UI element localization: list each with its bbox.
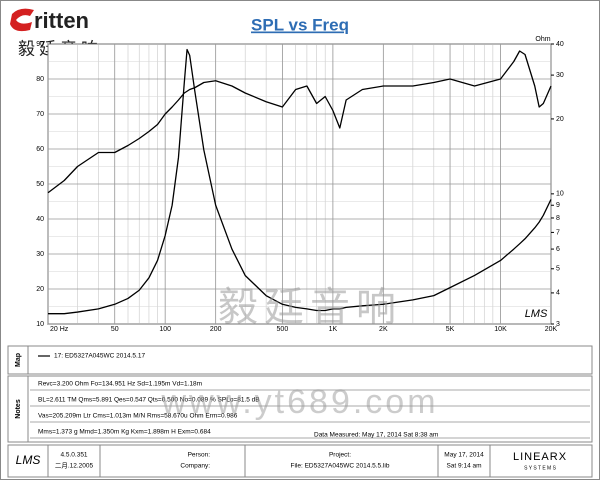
x-tick-label: 20 Hz (50, 326, 69, 333)
note-line: Mms=1.373 g Mmd=1.350m Kg Kxm=1.898m H E… (38, 429, 211, 436)
legend-text: 17: ED5327A045WC 2014.5.17 (54, 353, 145, 360)
y-tick-label: 20 (36, 286, 44, 293)
x-tick-label: 5K (446, 326, 455, 333)
y-tick-label: 80 (36, 76, 44, 83)
build-date: 二月.12.2005 (55, 462, 94, 470)
y-tick-label: 70 (36, 111, 44, 118)
date: May 17, 2014 (444, 452, 484, 459)
y-tick-label: 40 (36, 216, 44, 223)
y2-tick-label: 20 (556, 116, 564, 123)
x-tick-label: 1K (329, 326, 338, 333)
y2-tick-label: 10 (556, 191, 564, 198)
x-tick-label: 50 (111, 326, 119, 333)
y2-tick-label: 30 (556, 72, 564, 79)
y-tick-label: 50 (36, 181, 44, 188)
y2-tick-label: 7 (556, 229, 560, 236)
time: Sat 9:14 am (446, 463, 481, 470)
y-tick-label: 30 (36, 251, 44, 258)
x-tick-label: 2K (379, 326, 388, 333)
brand: LINEARX (513, 451, 567, 463)
y2-tick-label: 40 (556, 41, 564, 48)
brand-sub: S Y S T E M S (524, 465, 557, 471)
watermark-url: www.yt689.com (160, 383, 438, 421)
y-tick-label: 90 (36, 41, 44, 48)
x-tick-label: 100 (159, 326, 171, 333)
measured-date: Data Measured: May 17, 2014 Sat 8:38 am (314, 432, 438, 439)
file: File: ED5327A045WC 2014.5.5.lib (290, 463, 389, 470)
note-line: Vas=205.209m Ltr Cms=1.013m M/N Rms=58.6… (38, 413, 238, 420)
watermark-brand: 毅廷音响 (218, 286, 402, 330)
note-line: Revc=3.200 Ohm Fo=134.951 Hz Sd=1.195m V… (38, 381, 202, 388)
y-tick-label: 10 (36, 321, 44, 328)
y2-tick-label: 5 (556, 266, 560, 273)
project: Project: (329, 452, 351, 459)
x-tick-label: 200 (210, 326, 222, 333)
note-line: BL=2.611 TM Qms=5.891 Qes=0.547 Qts=0.50… (38, 397, 260, 404)
y2-tick-label: 8 (556, 215, 560, 222)
logo-text: ritten (34, 8, 89, 33)
y2-tick-label: 9 (556, 202, 560, 209)
map-panel (7, 345, 593, 375)
notes-label: Notes (15, 399, 22, 419)
person: Person: (188, 452, 211, 459)
plot: 20 Hz 50 100 200 500 1K 2K 5K 10K 20K 10 20 30 40 50 60… (36, 41, 564, 333)
x-tick-label: 10K (494, 326, 507, 333)
series-line (47, 50, 552, 194)
chart-title: SPL vs Freq (251, 15, 349, 34)
x-tick-label: 20K (545, 326, 558, 333)
y-tick-label: 60 (36, 146, 44, 153)
version: 4.5.0.351 (60, 452, 87, 459)
company: Company: (180, 463, 210, 470)
footer (7, 444, 593, 478)
plot-logo: LMS (525, 308, 548, 320)
y2-tick-label: 6 (556, 246, 560, 253)
map-label: Map (15, 353, 22, 367)
notes-panel (7, 375, 593, 443)
notes: Revc=3.200 Ohm Fo=134.951 Hz Sd=1.195m V… (30, 381, 590, 439)
footer-logo: LMS (16, 453, 41, 467)
logo-mark (10, 8, 34, 32)
y2-tick-label: 3 (556, 321, 560, 328)
series-line (48, 48, 552, 315)
y2-tick-label: 4 (556, 290, 560, 297)
x-tick-label: 500 (277, 326, 289, 333)
y2-axis-label: Ohm (535, 36, 550, 43)
